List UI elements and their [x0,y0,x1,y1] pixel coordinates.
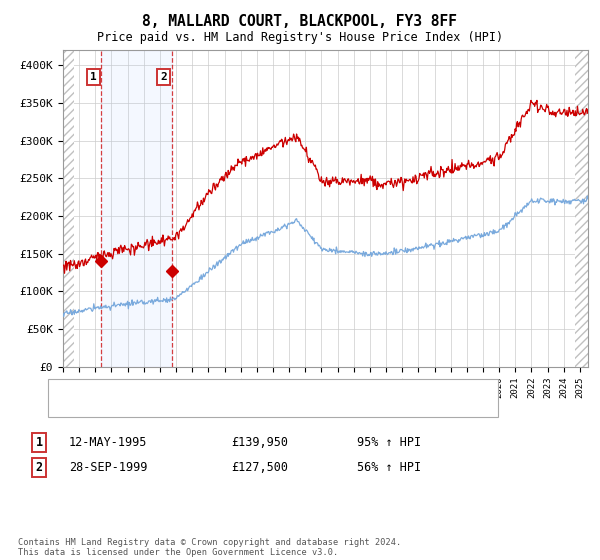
Text: £127,500: £127,500 [231,461,288,474]
Text: Price paid vs. HM Land Registry's House Price Index (HPI): Price paid vs. HM Land Registry's House … [97,31,503,44]
Text: 1: 1 [89,72,97,82]
Text: 12-MAY-1995: 12-MAY-1995 [69,436,148,449]
Text: 56% ↑ HPI: 56% ↑ HPI [357,461,421,474]
Bar [63,50,74,367]
Text: £139,950: £139,950 [231,436,288,449]
Bar [575,50,588,367]
Text: 2: 2 [160,72,167,82]
Text: 95% ↑ HPI: 95% ↑ HPI [357,436,421,449]
Text: 1: 1 [35,436,43,449]
Text: Contains HM Land Registry data © Crown copyright and database right 2024.
This d: Contains HM Land Registry data © Crown c… [18,538,401,557]
Text: 2: 2 [35,461,43,474]
Text: 8, MALLARD COURT, BLACKPOOL, FY3 8FF (detached house): 8, MALLARD COURT, BLACKPOOL, FY3 8FF (de… [87,385,418,395]
Text: 8, MALLARD COURT, BLACKPOOL, FY3 8FF: 8, MALLARD COURT, BLACKPOOL, FY3 8FF [143,14,458,29]
Text: 28-SEP-1999: 28-SEP-1999 [69,461,148,474]
Bar [101,50,172,367]
Text: HPI: Average price, detached house, Blackpool: HPI: Average price, detached house, Blac… [87,403,368,413]
